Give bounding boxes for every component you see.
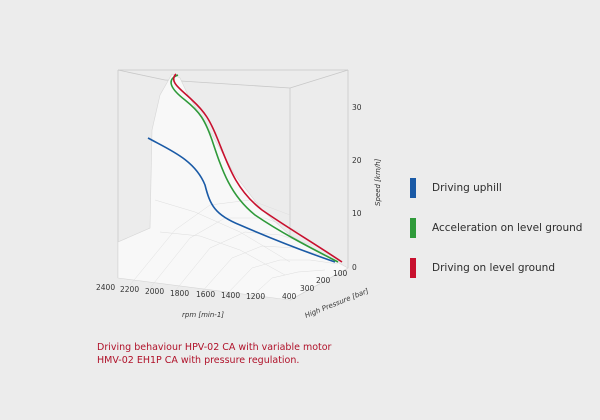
caption-line-2: HMV-02 EH1P CA with pressure regulation. <box>97 355 300 366</box>
x-tick-label: 2400 <box>96 283 115 292</box>
x-axis-title: rpm [min-1] <box>182 311 224 319</box>
z-tick-label: 0 <box>352 263 357 272</box>
z-tick-label: 30 <box>352 103 362 112</box>
x-axis-ticks: 2400 2200 2000 1800 1600 1400 1200 <box>96 283 265 301</box>
z-tick-label: 10 <box>352 209 362 218</box>
legend-swatch <box>410 218 416 238</box>
y-tick-label: 100 <box>333 269 348 278</box>
chart-bounding-box <box>117 69 349 301</box>
x-tick-label: 2200 <box>120 285 139 294</box>
y-tick-label: 200 <box>316 276 331 285</box>
z-tick-label: 20 <box>352 156 362 165</box>
legend-label: Driving uphill <box>432 182 502 194</box>
series-line <box>172 73 343 263</box>
chart-surface-grid <box>129 199 339 299</box>
legend-swatch <box>410 258 416 278</box>
x-tick-label: 1200 <box>246 292 265 301</box>
x-tick-label: 1800 <box>170 289 189 298</box>
legend-label: Acceleration on level ground <box>432 222 583 234</box>
z-axis-title: Speed [km/h] <box>374 158 382 206</box>
chart-surface <box>117 73 349 301</box>
chart-caption: Driving behaviour HPV-02 CA with variabl… <box>97 341 427 367</box>
x-tick-label: 1600 <box>196 290 215 299</box>
y-tick-label: 300 <box>300 284 315 293</box>
series-line <box>170 74 339 263</box>
legend-label: Driving on level ground <box>432 262 555 274</box>
series-line <box>147 137 336 263</box>
legend-item-acceleration: Acceleration on level ground <box>410 218 590 238</box>
x-tick-label: 2000 <box>145 287 164 296</box>
legend: Driving uphill Acceleration on level gro… <box>410 178 590 298</box>
legend-item-level-ground: Driving on level ground <box>410 258 590 278</box>
legend-item-driving-uphill: Driving uphill <box>410 178 590 198</box>
legend-swatch <box>410 178 416 198</box>
y-axis-ticks: 400 300 200 100 <box>282 269 348 301</box>
y-tick-label: 400 <box>282 292 297 301</box>
caption-line-1: Driving behaviour HPV-02 CA with variabl… <box>97 342 332 353</box>
x-tick-label: 1400 <box>221 291 240 300</box>
z-axis-ticks: 0 10 20 30 <box>352 103 362 272</box>
